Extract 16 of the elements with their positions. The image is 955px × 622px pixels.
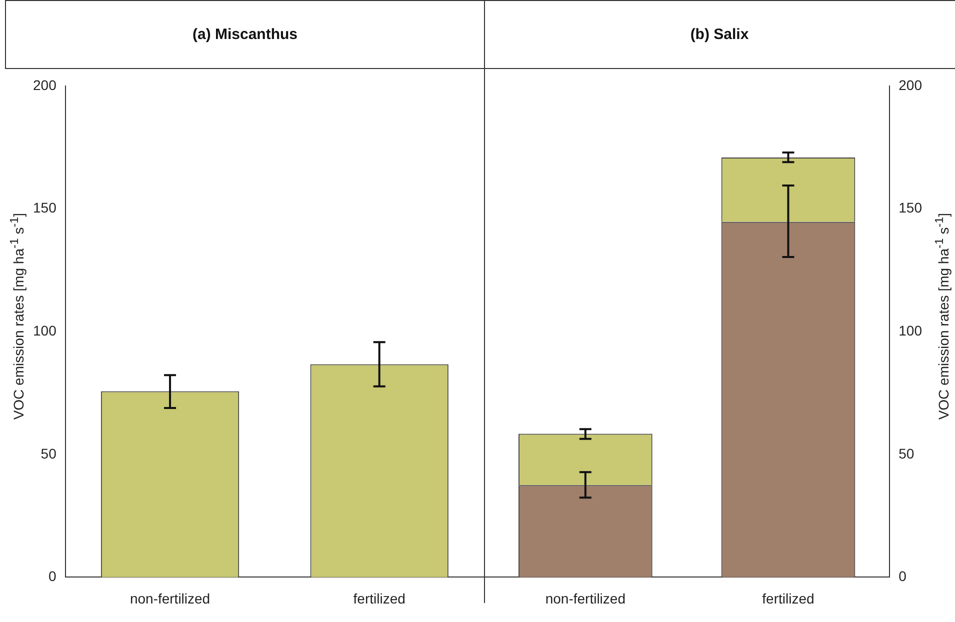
y-tick-label: 100: [33, 322, 57, 338]
y2-tick-label: 0: [898, 568, 907, 584]
x-tick-label: fertilized: [353, 590, 406, 606]
y-tick-label: 0: [48, 568, 57, 584]
y-tick-label: 50: [40, 445, 57, 462]
y-tick-label: 200: [33, 76, 57, 93]
chart-title: (a) Miscanthus: [5, 0, 484, 69]
x-tick-label: non-fertilized: [130, 590, 210, 606]
x-tick-label: non-fertilized: [545, 590, 626, 606]
y-tick-label: 150: [33, 200, 57, 216]
y2-tick-label: 50: [898, 445, 914, 462]
y2-tick-label: 100: [898, 322, 922, 338]
y2-tick-label: 200: [898, 76, 922, 93]
chart-title: (b) Salix: [484, 0, 955, 69]
y2-tick-label: 150: [898, 200, 922, 216]
x-tick-label: fertilized: [762, 590, 814, 606]
